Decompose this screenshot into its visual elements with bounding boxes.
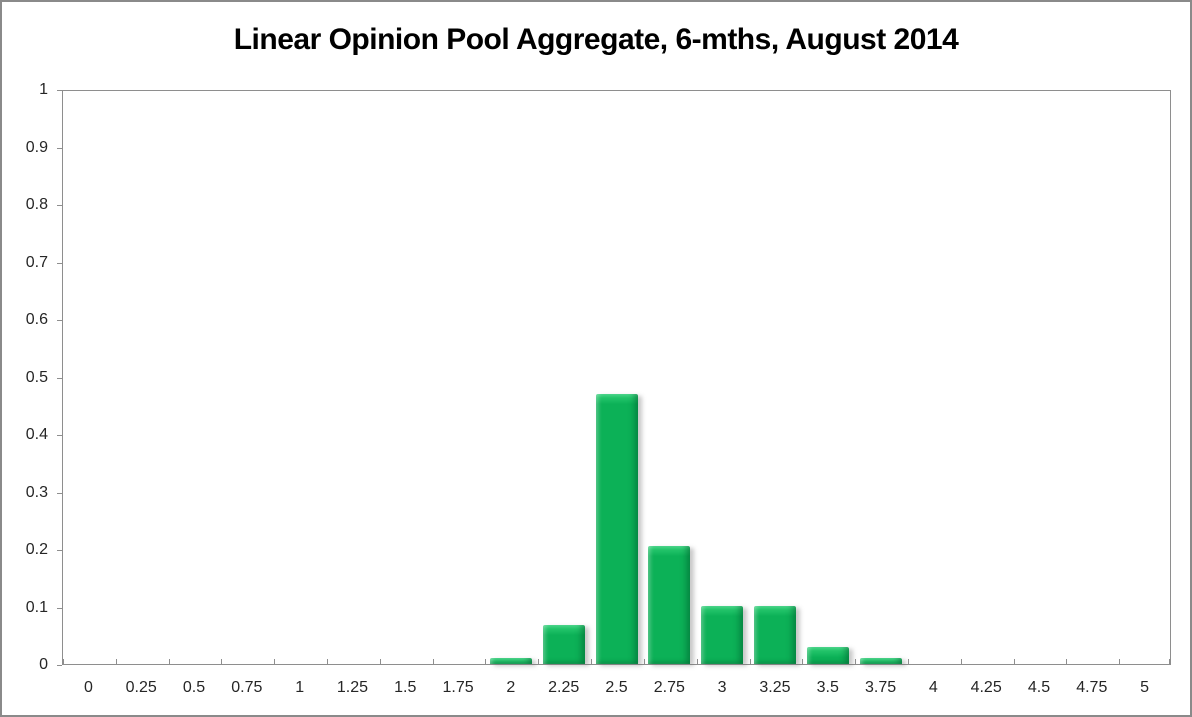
x-axis-tick [1014,659,1015,664]
x-tick-label: 2.75 [653,679,685,696]
x-axis-tick [63,659,64,664]
x-tick-label: 3.75 [864,679,897,696]
x-axis-tick [1119,659,1120,664]
bar [859,658,902,664]
x-tick-label: 3.25 [759,679,791,696]
x-axis-tick [1066,659,1067,664]
bar [806,647,849,664]
y-axis-tick [57,263,62,264]
x-tick-label: 3 [717,679,727,696]
x-tick-label: 0 [83,679,93,696]
x-tick-label: 0.25 [125,679,157,696]
y-axis-tick [57,493,62,494]
x-tick-label: 2.5 [605,679,628,696]
x-tick-label: 0.75 [231,679,263,696]
x-axis-tick [961,659,962,664]
x-axis-tick [908,659,909,664]
x-tick-label: 1.75 [442,679,474,696]
x-axis-tick [855,659,856,664]
x-axis-tick [169,659,170,664]
x-axis-tick [433,659,434,664]
x-axis-tick [485,659,486,664]
bar [489,658,532,664]
y-tick-label: 0.6 [25,311,48,328]
x-axis-tick [538,659,539,664]
y-tick-label: 0.5 [25,368,48,386]
chart-title: Linear Opinion Pool Aggregate, 6-mths, A… [233,23,959,56]
x-tick-label: 4.25 [970,679,1002,696]
x-axis-tick [697,659,698,664]
bar [753,606,796,664]
x-tick-label: 4.75 [1076,679,1108,696]
y-axis-tick [57,378,62,379]
x-axis-tick [274,659,275,664]
plot-area [62,90,1171,665]
y-axis-tick [57,90,62,91]
y-tick-label: 0.8 [25,196,48,213]
x-tick-label: 4.5 [1027,679,1051,696]
y-axis-tick [57,435,62,436]
x-axis-tick [591,659,592,664]
x-axis-tick [750,659,751,664]
x-axis-tick [327,659,328,664]
y-tick-label: 0.4 [25,426,48,443]
y-tick-label: 0.9 [25,138,48,156]
x-tick-label: 2.25 [548,679,580,696]
bar [542,625,585,664]
y-axis-tick [57,608,62,609]
x-tick-label: 0.5 [182,679,206,696]
x-tick-label: 4 [928,679,938,696]
y-tick-label: 0.3 [25,483,48,501]
x-tick-label: 2 [506,679,516,696]
x-axis-tick [380,659,381,664]
y-tick-label: 0.2 [25,541,48,558]
y-axis-tick [57,320,62,321]
bar [648,546,691,664]
x-axis-tick [644,659,645,664]
y-axis-tick [57,665,62,666]
bar [595,394,638,664]
y-axis-tick [57,205,62,206]
bar [701,606,744,664]
x-tick-label: 5 [1140,679,1150,696]
x-axis-tick [116,659,117,664]
x-axis-tick [802,659,803,664]
x-tick-label: 1.25 [336,679,368,696]
x-tick-label: 1 [295,679,305,696]
x-tick-label: 1.5 [394,679,417,696]
y-tick-label: 0 [39,656,48,673]
y-axis-tick [57,550,62,551]
y-tick-label: 1 [39,81,48,98]
x-tick-label: 3.5 [816,679,839,696]
x-axis-tick [221,659,222,664]
y-tick-label: 0.1 [25,598,48,616]
y-tick-label: 0.7 [25,253,48,271]
y-axis-tick [57,148,62,149]
x-axis-tick [1169,659,1170,664]
